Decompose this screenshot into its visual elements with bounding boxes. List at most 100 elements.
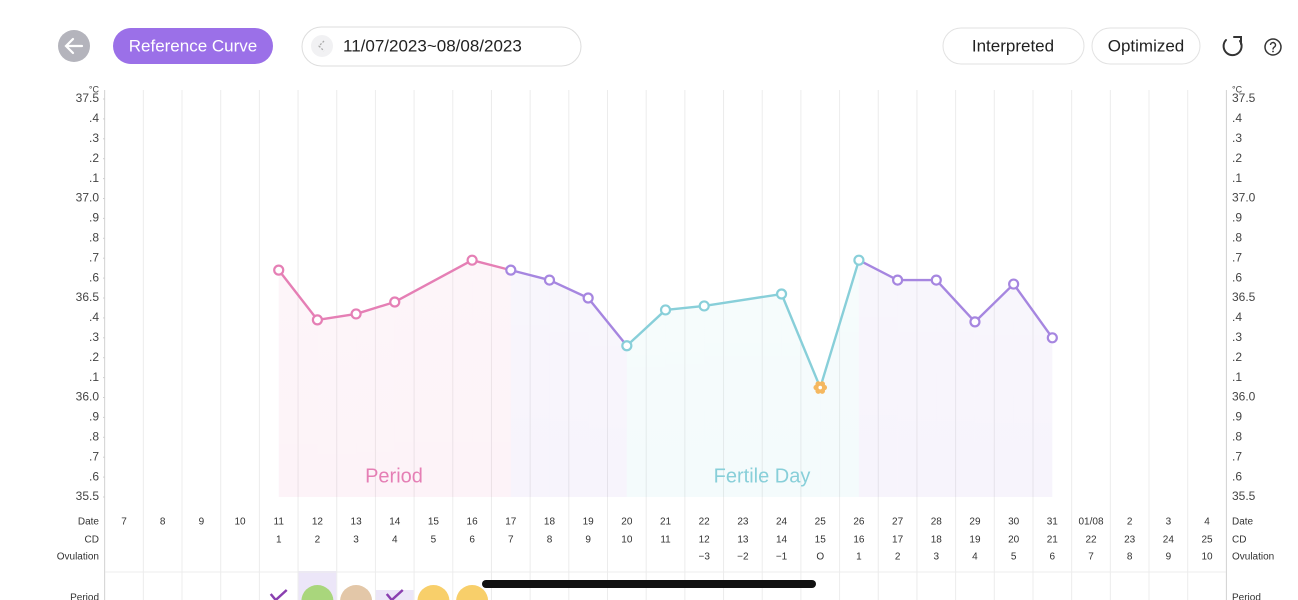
date-label: 4 (1204, 517, 1210, 528)
cd-label: 9 (585, 535, 591, 546)
date-label: 30 (1008, 517, 1020, 528)
date-label: 12 (312, 517, 324, 528)
area-fade (588, 298, 627, 497)
mood-icon (301, 585, 334, 600)
ovulation-label: −3 (698, 552, 710, 563)
y-tick-label: .7 (89, 250, 99, 264)
ovulation-point (813, 381, 828, 394)
ovulation-label: 5 (1011, 552, 1017, 563)
y-tick-label-right: .1 (1232, 370, 1242, 384)
reference-curve-button[interactable] (113, 28, 273, 64)
petal-center (818, 385, 823, 390)
date-label: 20 (621, 517, 633, 528)
line-segment (780, 292, 822, 389)
cd-label: 7 (508, 535, 514, 546)
area-fade (897, 280, 937, 497)
area-fade (626, 309, 666, 497)
cd-label: 25 (1201, 535, 1213, 546)
data-point (505, 264, 517, 276)
row-label-right: CD (1232, 535, 1246, 546)
y-tick-label: .8 (89, 429, 99, 443)
cd-label: 11 (660, 535, 671, 546)
date-label: 24 (776, 517, 788, 528)
cd-label: 4 (392, 535, 398, 546)
cd-label: 13 (737, 535, 749, 546)
date-label: 10 (234, 517, 246, 528)
optimized-button[interactable] (1091, 27, 1201, 65)
y-tick-label-right: .6 (1232, 270, 1242, 284)
y-tick-label-right: .7 (1232, 449, 1242, 463)
home-indicator (482, 580, 816, 588)
check-icon (269, 589, 288, 600)
y-tick-label: .4 (89, 310, 99, 324)
area-fade (1013, 284, 1053, 497)
y-tick-label-right: .3 (1232, 330, 1242, 344)
date-range-pill[interactable] (301, 26, 582, 67)
cd-label: 18 (931, 535, 943, 546)
date-label: 11 (274, 517, 285, 528)
y-tick-label: .3 (89, 330, 99, 344)
line-segment (935, 278, 977, 324)
phase-label: Period (365, 465, 423, 487)
y-tick-label-right: .2 (1232, 151, 1242, 165)
cd-label: 6 (469, 535, 475, 546)
mood-icon (340, 585, 373, 600)
plot: °C °C 35.5 35.5 .6 .6 .7 .7 .8 .8 .9 .9 36.0 36.0 .1 .1… (57, 84, 1274, 600)
area-fade (665, 305, 705, 497)
y-tick-label: .1 (89, 370, 99, 384)
row-label: CD (85, 535, 99, 546)
cd-label: 21 (1047, 535, 1059, 546)
y-tick-label: .1 (89, 171, 99, 185)
line-segment (586, 296, 629, 347)
date-label: 21 (660, 517, 672, 528)
cd-label: 19 (969, 535, 981, 546)
y-tick-label: .9 (89, 410, 99, 424)
y-tick-label: .2 (89, 350, 99, 364)
help-icon[interactable] (1264, 38, 1282, 56)
ovulation-label: 9 (1166, 552, 1172, 563)
date-label: 18 (544, 517, 556, 528)
petal (815, 381, 822, 387)
y-tick-label: 35.5 (76, 489, 100, 503)
y-tick-label: .2 (89, 151, 99, 165)
refresh-icon[interactable] (1222, 39, 1243, 57)
cd-label: 24 (1163, 535, 1175, 546)
data-point (891, 274, 904, 286)
ovulation-label: 3 (933, 552, 939, 563)
interpreted-label: Interpreted (972, 36, 1054, 55)
y-tick-label-right: .9 (1232, 410, 1242, 424)
cd-label: 2 (315, 535, 321, 546)
row-label-right: Date (1232, 517, 1254, 528)
y-tick-label-right: .8 (1232, 429, 1242, 443)
cd-label: 15 (815, 535, 827, 546)
petal (819, 381, 826, 387)
cd-label: 1 (276, 535, 282, 546)
y-tick-label-right: 36.5 (1232, 290, 1256, 304)
area-fade (394, 260, 473, 497)
ovulation-label: 6 (1050, 552, 1056, 563)
ovulation-label: −2 (737, 552, 749, 563)
y-tick-label: .7 (89, 449, 99, 463)
y-tick-label-right: .7 (1232, 250, 1242, 264)
line-segment (470, 258, 512, 272)
petal (819, 388, 826, 394)
data-point (621, 340, 633, 352)
cd-label: 22 (1085, 535, 1097, 546)
mood-icon (456, 585, 489, 600)
data-point (775, 288, 788, 300)
line-segment (819, 258, 861, 389)
date-label: 25 (815, 517, 827, 528)
area-fade (356, 301, 395, 497)
area-fade (704, 294, 782, 497)
date-label: 15 (428, 517, 440, 528)
cd-label: 5 (431, 535, 437, 546)
ovulation-label: 7 (1088, 552, 1094, 563)
date-label: 3 (1166, 517, 1172, 528)
interpreted-button[interactable] (942, 27, 1085, 65)
data-point (930, 274, 942, 286)
line-segment (509, 268, 551, 282)
header: Reference Curve 11/07/2023~08/08/2023 In… (58, 26, 1282, 67)
area-fade (278, 270, 318, 497)
cd-label: 3 (353, 535, 359, 546)
